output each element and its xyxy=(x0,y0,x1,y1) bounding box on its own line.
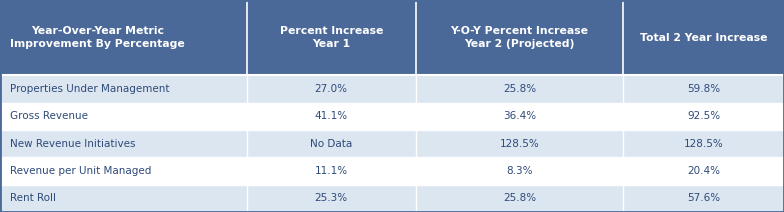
Text: 11.1%: 11.1% xyxy=(314,166,348,176)
Text: 27.0%: 27.0% xyxy=(314,84,348,94)
Text: Rent Roll: Rent Roll xyxy=(10,193,56,203)
Text: Revenue per Unit Managed: Revenue per Unit Managed xyxy=(10,166,151,176)
Bar xyxy=(0,0,784,75)
Text: 25.3%: 25.3% xyxy=(314,193,348,203)
Text: 20.4%: 20.4% xyxy=(687,166,720,176)
Text: No Data: No Data xyxy=(310,139,352,149)
Bar xyxy=(0,130,784,157)
Text: Year-Over-Year Metric
Improvement By Percentage: Year-Over-Year Metric Improvement By Per… xyxy=(10,26,185,49)
Bar xyxy=(0,103,784,130)
Text: Gross Revenue: Gross Revenue xyxy=(10,111,88,121)
Text: Percent Increase
Year 1: Percent Increase Year 1 xyxy=(280,26,383,49)
Text: Y-O-Y Percent Increase
Year 2 (Projected): Y-O-Y Percent Increase Year 2 (Projected… xyxy=(450,26,589,49)
Text: Total 2 Year Increase: Total 2 Year Increase xyxy=(640,33,768,43)
Text: 8.3%: 8.3% xyxy=(506,166,532,176)
Text: 25.8%: 25.8% xyxy=(503,84,536,94)
Text: New Revenue Initiatives: New Revenue Initiatives xyxy=(10,139,136,149)
Text: 128.5%: 128.5% xyxy=(499,139,539,149)
Bar xyxy=(0,75,784,103)
Text: 41.1%: 41.1% xyxy=(314,111,348,121)
Text: 128.5%: 128.5% xyxy=(684,139,724,149)
Text: 59.8%: 59.8% xyxy=(687,84,720,94)
Text: 57.6%: 57.6% xyxy=(687,193,720,203)
Text: Properties Under Management: Properties Under Management xyxy=(10,84,169,94)
Bar xyxy=(0,157,784,185)
Bar xyxy=(0,185,784,212)
Text: 36.4%: 36.4% xyxy=(503,111,536,121)
Text: 25.8%: 25.8% xyxy=(503,193,536,203)
Text: 92.5%: 92.5% xyxy=(687,111,720,121)
